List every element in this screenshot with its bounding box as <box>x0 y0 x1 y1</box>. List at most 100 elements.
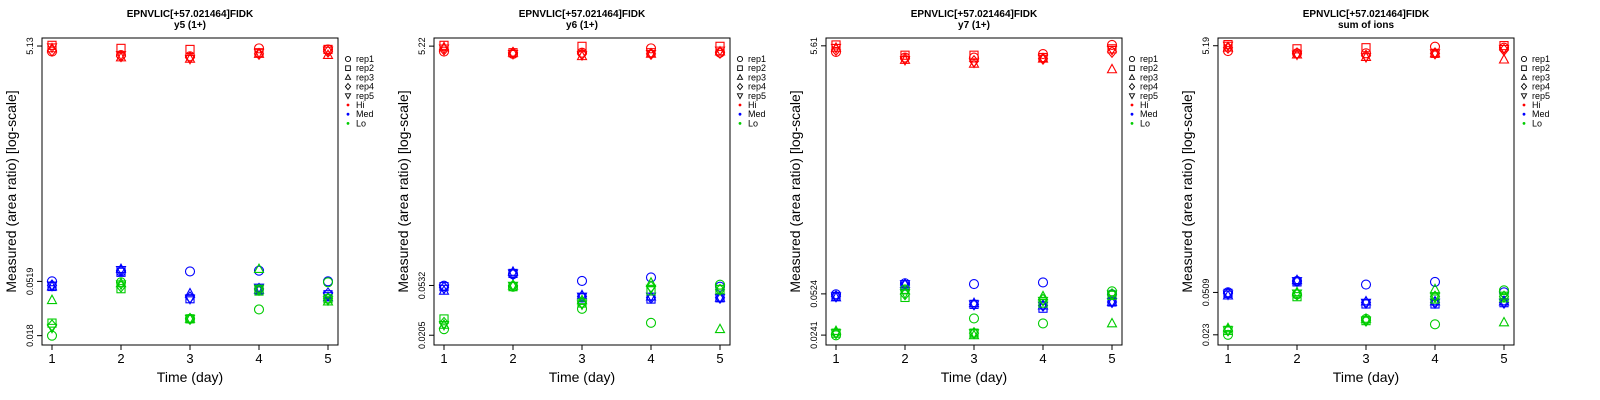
legend-label-lo: Lo <box>748 118 758 128</box>
data-point-hi-rep5 <box>46 43 58 54</box>
data-point-lo-rep3 <box>714 323 726 334</box>
data-point-med-rep1 <box>576 275 588 287</box>
legend-label-lo: Lo <box>1532 118 1542 128</box>
data-point-hi-rep5 <box>830 43 842 54</box>
x-tick-label: 2 <box>509 351 516 366</box>
data-point-hi-rep3 <box>507 46 519 57</box>
x-axis-label: Time (day) <box>941 369 1007 385</box>
x-tick-label: 4 <box>255 351 262 366</box>
x-axis-label: Time (day) <box>1333 369 1399 385</box>
legend-marker-square <box>1129 65 1135 71</box>
chart-subtitle: y7 (1+) <box>958 20 990 31</box>
data-point-med-rep3 <box>1037 299 1049 310</box>
data-point-lo-rep2 <box>1292 292 1302 302</box>
data-point-lo-rep3 <box>645 276 657 287</box>
x-tick-label: 1 <box>832 351 839 366</box>
data-point-lo-rep5 <box>46 323 58 334</box>
data-point-med-rep5 <box>830 292 842 303</box>
data-point-lo-rep2 <box>1430 294 1440 304</box>
data-point-med-rep1 <box>184 266 196 277</box>
data-point-med-rep3 <box>184 287 196 298</box>
data-point-lo-rep3 <box>115 277 127 288</box>
data-point-lo-rep5 <box>714 284 726 295</box>
data-point-hi-rep1 <box>438 46 450 57</box>
legend-label-hi: Hi <box>1140 100 1149 110</box>
data-point-lo-rep5 <box>1429 292 1441 303</box>
legend-label-rep3: rep3 <box>1532 72 1550 82</box>
legend-marker-diamond <box>736 82 744 91</box>
legend-label-rep5: rep5 <box>356 91 374 101</box>
data-point-hi-rep5 <box>714 46 726 57</box>
data-point-lo-rep5 <box>1037 296 1049 307</box>
legend-label-rep2: rep2 <box>1532 63 1550 73</box>
data-point-hi-rep5 <box>1291 50 1303 61</box>
legend-label-rep2: rep2 <box>356 63 374 73</box>
legend-label-rep4: rep4 <box>1532 82 1550 92</box>
data-point-lo-rep5 <box>1222 326 1234 337</box>
y-tick-label: 0.0509 <box>1201 279 1211 307</box>
y-tick-label: 0.0241 <box>809 321 819 349</box>
data-point-lo-rep3 <box>253 262 265 274</box>
legend-dot-hi <box>346 103 350 107</box>
data-point-lo-rep5 <box>253 284 265 295</box>
data-point-med-rep5 <box>1222 290 1234 301</box>
legend-dot-lo <box>346 122 350 125</box>
legend-label-lo: Lo <box>356 118 366 128</box>
y-tick-label: 5.19 <box>1201 37 1211 55</box>
data-point-hi-rep3 <box>1037 52 1049 63</box>
legend-label-rep3: rep3 <box>1140 72 1158 82</box>
data-point-lo-rep2 <box>1038 298 1048 308</box>
legend-label-med: Med <box>1532 109 1550 119</box>
data-point-hi-rep5 <box>968 58 980 69</box>
legend-label-rep5: rep5 <box>1140 91 1158 101</box>
data-point-hi-rep5 <box>899 56 911 67</box>
data-point-hi-rep5 <box>1106 45 1118 56</box>
data-point-lo-rep3 <box>1037 290 1049 301</box>
data-point-lo-rep5 <box>438 320 450 331</box>
data-point-lo-rep2 <box>646 286 656 296</box>
data-point-hi-rep3 <box>1498 53 1510 64</box>
data-point-med-rep5 <box>184 294 196 305</box>
x-tick-label: 1 <box>1224 351 1231 366</box>
legend-dot-lo <box>738 122 742 125</box>
data-point-lo-rep1 <box>1429 319 1441 330</box>
legend-marker-triangle-down <box>736 93 744 100</box>
data-point-lo-rep5 <box>576 300 588 311</box>
data-point-hi-rep3 <box>1429 47 1441 58</box>
legend-label-rep1: rep1 <box>1532 54 1550 64</box>
x-tick-label: 3 <box>578 351 585 366</box>
y-axis-label: Measured (area ratio) [log-scale] <box>1179 90 1195 292</box>
y-axis-label: Measured (area ratio) [log-scale] <box>395 90 411 292</box>
legend-marker-square <box>345 65 351 71</box>
data-point-lo-rep1 <box>968 313 980 324</box>
legend-label-rep2: rep2 <box>748 63 766 73</box>
data-point-lo-rep1 <box>645 317 657 328</box>
y-axis-label: Measured (area ratio) [log-scale] <box>3 90 19 292</box>
legend-marker-circle <box>736 55 744 63</box>
legend-label-rep4: rep4 <box>1140 82 1158 92</box>
data-point-lo-rep1 <box>576 303 588 314</box>
data-point-hi-rep2 <box>1107 44 1117 54</box>
data-point-lo-rep1 <box>1037 318 1049 329</box>
data-point-med-rep3 <box>1106 295 1118 306</box>
data-point-med-rep3 <box>714 291 726 302</box>
legend-dot-lo <box>1130 122 1134 125</box>
legend-label-rep3: rep3 <box>748 72 766 82</box>
data-point-lo-rep2 <box>439 314 449 324</box>
legend-dot-med <box>738 112 742 116</box>
legend-marker-triangle <box>1128 73 1136 80</box>
legend-dot-lo <box>1522 122 1526 125</box>
x-axis-label: Time (day) <box>549 369 615 385</box>
legend-marker-diamond <box>1128 82 1136 91</box>
chart-subtitle: y6 (1+) <box>566 20 598 31</box>
x-tick-label: 3 <box>1362 351 1369 366</box>
legend-label-rep4: rep4 <box>748 82 766 92</box>
x-axis-label: Time (day) <box>157 369 223 385</box>
data-point-hi-rep5 <box>322 46 334 57</box>
data-point-hi-rep5 <box>1498 44 1510 55</box>
legend-label-rep5: rep5 <box>748 91 766 101</box>
